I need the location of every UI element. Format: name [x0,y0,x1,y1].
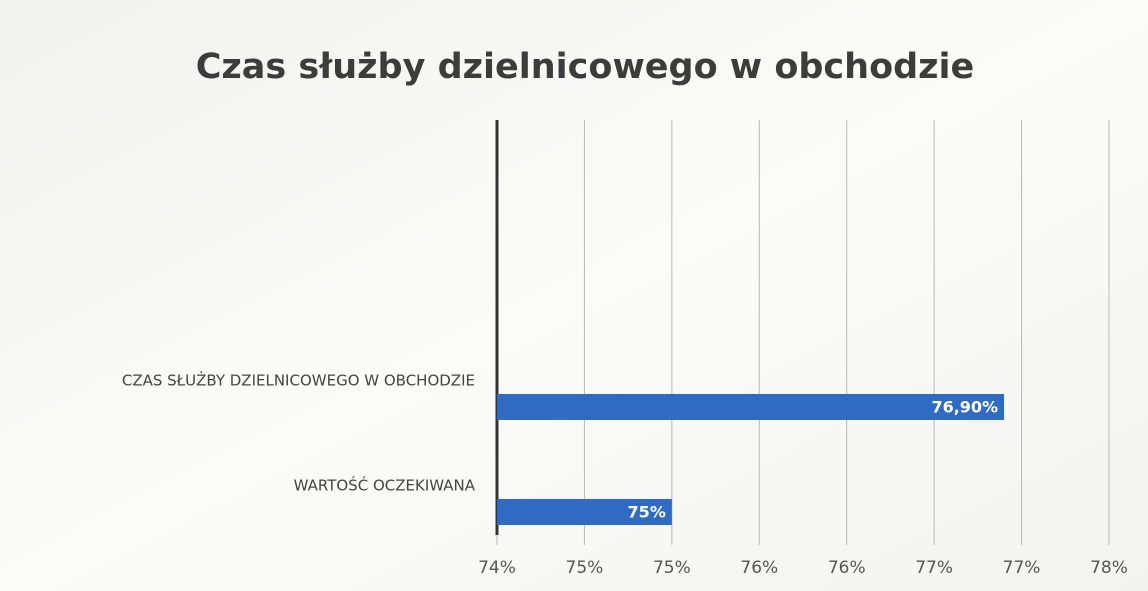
x-tick-label: 77% [1003,558,1041,578]
x-tick-label: 74% [478,558,516,578]
x-tick-label: 76% [740,558,778,578]
x-tick-label: 76% [828,558,866,578]
data-label: 75% [628,503,666,522]
x-tick-label: 78% [1090,558,1128,578]
data-label: 76,90% [931,398,998,417]
bar [497,499,672,525]
bar [497,394,1005,420]
x-tick-label: 77% [915,558,953,578]
chart-title: Czas służby dzielnicowego w obchodzie [196,47,975,87]
y-tick-label: WARTOŚĆ OCZEKIWANA [294,476,476,495]
y-tick-label: CZAS SŁUŻBY DZIELNICOWEGO W OBCHODZIE [122,371,475,390]
x-tick-label: 75% [566,558,604,578]
x-tick-label: 75% [653,558,691,578]
